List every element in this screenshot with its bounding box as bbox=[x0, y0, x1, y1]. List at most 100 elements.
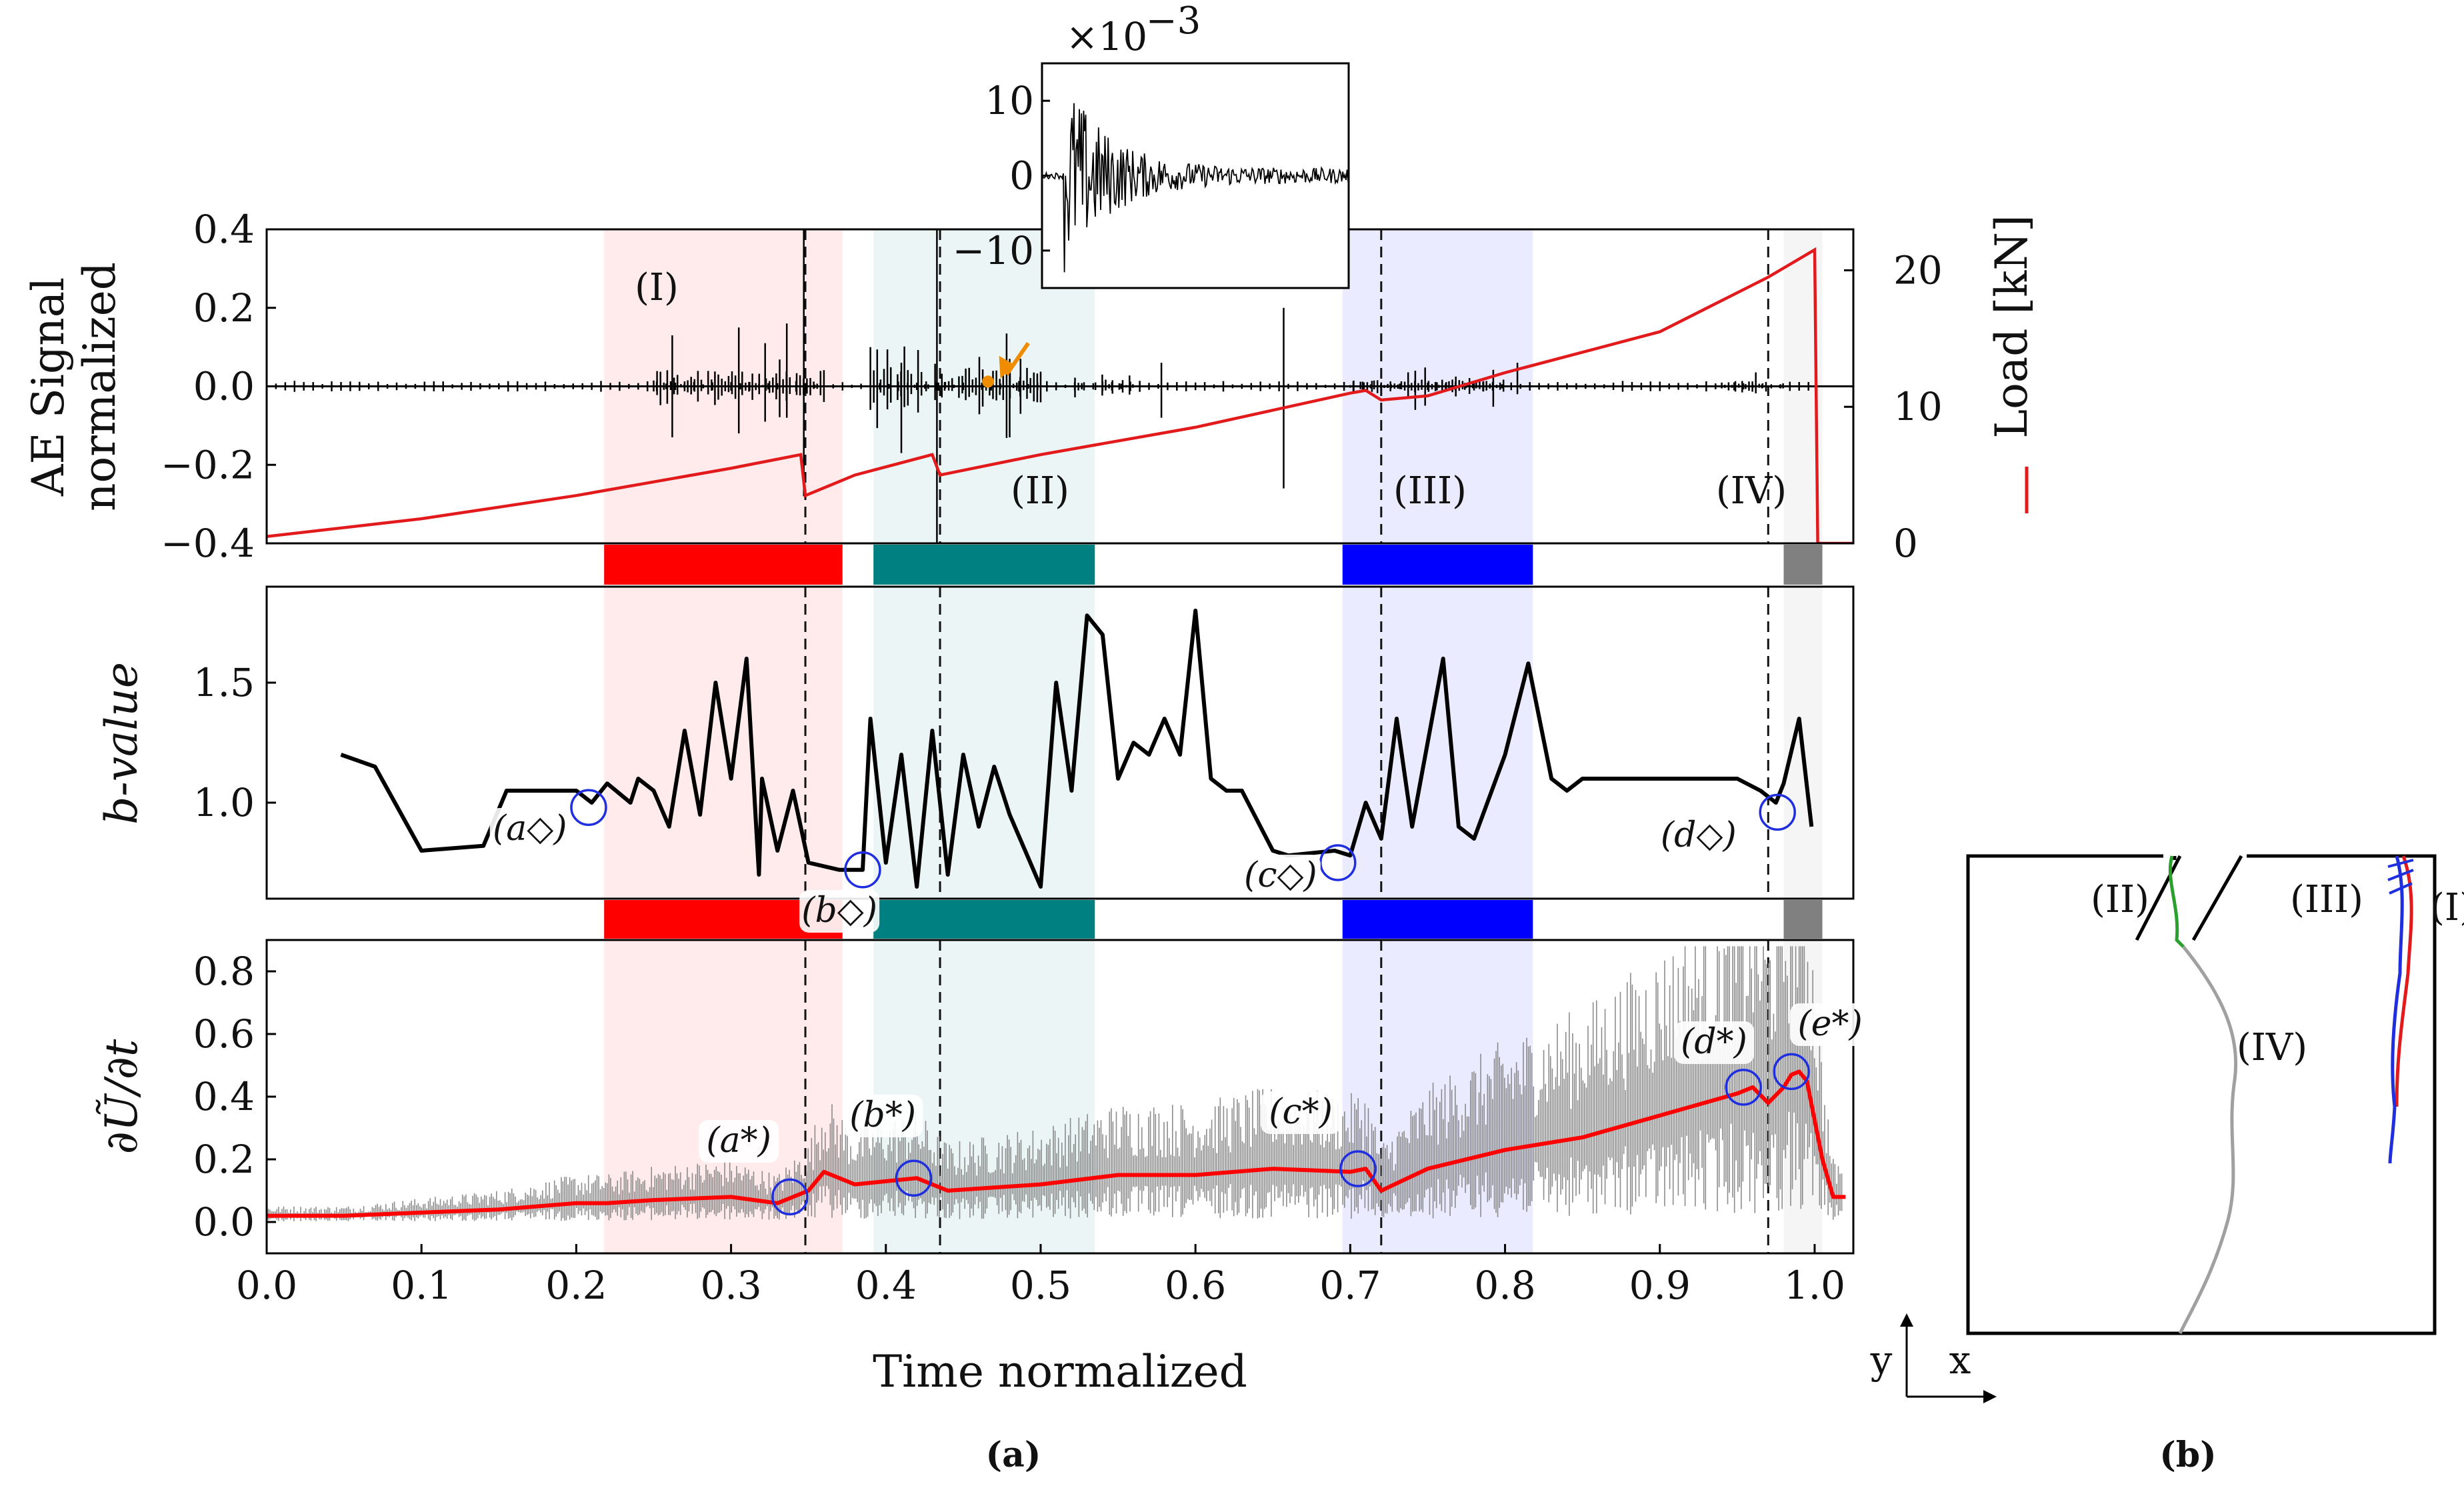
b-circle-1 bbox=[570, 789, 607, 826]
xtick-label-1: 0.1 bbox=[391, 1263, 452, 1308]
ytick-label-load-1: 10 bbox=[1893, 384, 1943, 429]
e-circle-3 bbox=[1339, 1150, 1377, 1187]
ytick-label-a-0: 0.4 bbox=[193, 207, 255, 252]
phase-label-1: (I) bbox=[635, 266, 679, 309]
e-ann-bg-5 bbox=[1790, 1003, 1871, 1046]
b-annotation-3: (c◇) bbox=[1244, 855, 1317, 895]
b-circle-2 bbox=[844, 851, 881, 889]
ytick-label-load-2: 0 bbox=[1893, 521, 1918, 566]
phase-bar-top-4 bbox=[1783, 545, 1823, 585]
phase-bar-mid-2 bbox=[873, 900, 1095, 939]
phase-label-4: (IV) bbox=[1716, 469, 1787, 513]
x-axis-label: Time normalized bbox=[873, 1346, 1247, 1397]
ytick-label-c-2: 0.4 bbox=[193, 1074, 255, 1119]
b-ann-bg-3 bbox=[1240, 855, 1321, 897]
phase-label-3: (III) bbox=[1393, 469, 1467, 513]
ytick-label-a-1: 0.2 bbox=[193, 285, 255, 331]
sketch-axis-y-head bbox=[1900, 1313, 1913, 1327]
e-annotation-1: (a*) bbox=[706, 1121, 771, 1161]
xtick-label-0: 0.0 bbox=[236, 1263, 297, 1308]
crack-iii bbox=[2388, 855, 2404, 1164]
xtick-label-7: 0.7 bbox=[1319, 1263, 1381, 1308]
crack-iii-hatch bbox=[2387, 859, 2414, 895]
inset-ytick-label-2: −10 bbox=[953, 228, 1034, 273]
e-ann-bg-1 bbox=[699, 1120, 779, 1163]
ae-signal-trace bbox=[267, 229, 1853, 543]
ytick-label-load-0: 20 bbox=[1893, 247, 1943, 293]
ae-signal-panel: 0.4 0.2 0.0 −0.2 −0.4 20 10 0 (I) (II) (III) (IV) bbox=[161, 207, 2029, 585]
y-label-bvalue: b-value bbox=[96, 662, 147, 825]
inset-ytick-label-1: 0 bbox=[1009, 153, 1034, 199]
e-circle-2 bbox=[895, 1159, 933, 1197]
sketch-label-iv: (IV) bbox=[2237, 1026, 2307, 1069]
inset-scale-label: ×10 bbox=[1066, 14, 1147, 59]
inset-scale-exponent: −3 bbox=[1146, 0, 1201, 43]
ytick-label-a-4: −0.4 bbox=[161, 521, 255, 566]
xtick-label-10: 1.0 bbox=[1784, 1263, 1845, 1308]
b-annotation-2: (b◇) bbox=[801, 891, 877, 931]
y-label-ae-line1: AE Signal bbox=[23, 277, 74, 497]
sketch-axis-y-label: y bbox=[1870, 1337, 1893, 1383]
crack-ii bbox=[2168, 855, 2185, 948]
inset-trace bbox=[1042, 103, 1349, 273]
crack-iv bbox=[2178, 945, 2238, 1335]
e-annotation-2: (b*) bbox=[849, 1095, 916, 1135]
y-label-energy: ∂Ũ/∂t bbox=[96, 1039, 147, 1154]
energy-raw bbox=[267, 946, 1843, 1221]
xtick-label-6: 0.6 bbox=[1165, 1263, 1226, 1308]
frame-b bbox=[265, 585, 1855, 900]
e-circle-4 bbox=[1725, 1069, 1762, 1106]
load-curve bbox=[267, 247, 1853, 543]
phase-bar-top-3 bbox=[1342, 545, 1533, 585]
b-value-trace bbox=[340, 609, 1814, 889]
sketch-label-ii: (II) bbox=[2091, 878, 2149, 921]
ytick-label-b-1: 1.0 bbox=[193, 780, 255, 825]
energy-trace bbox=[267, 946, 1846, 1221]
notch-line-2 bbox=[2191, 855, 2243, 941]
b-annotation-4: (d◇) bbox=[1661, 815, 1737, 855]
b-value-panel: 1.5 1.0 (a◇) (b◇) (c◇) (d◇) bbox=[193, 585, 1855, 939]
phase-label-2: (II) bbox=[1011, 469, 1069, 513]
xtick-label-8: 0.8 bbox=[1474, 1263, 1535, 1308]
e-ann-bg-3 bbox=[1261, 1091, 1341, 1134]
inset-ytick-label-0: 10 bbox=[985, 78, 1034, 123]
e-ann-bg-2 bbox=[843, 1095, 923, 1137]
y-label-ae-line2: normalized bbox=[74, 262, 125, 511]
sketch-label-iii: (III) bbox=[2290, 878, 2363, 921]
phase-band-2-1 bbox=[873, 587, 1095, 899]
caption-b: (b) bbox=[2159, 1435, 2217, 1475]
xtick-label-4: 0.4 bbox=[855, 1263, 917, 1308]
inset-waveform: 10 0 −10 ×10−3 bbox=[953, 0, 1350, 289]
xtick-label-5: 0.5 bbox=[1010, 1263, 1071, 1308]
e-circle-5 bbox=[1773, 1053, 1810, 1091]
ytick-label-c-4: 0.0 bbox=[193, 1199, 255, 1245]
phase-band-3-1 bbox=[1342, 587, 1533, 899]
ytick-label-b-0: 1.5 bbox=[193, 660, 255, 705]
phase-bar-top-2 bbox=[873, 545, 1095, 585]
e-annotation-3: (c*) bbox=[1269, 1092, 1333, 1132]
xtick-label-3: 0.3 bbox=[700, 1263, 761, 1308]
ytick-label-c-1: 0.6 bbox=[193, 1011, 255, 1057]
crack-i bbox=[2395, 855, 2413, 1107]
b-circle-4 bbox=[1759, 793, 1796, 831]
ytick-label-a-3: −0.2 bbox=[161, 442, 255, 487]
xtick-label-9: 0.9 bbox=[1629, 1263, 1691, 1308]
inset-waveform-line bbox=[1042, 103, 1349, 273]
phase-bar-top-1 bbox=[604, 545, 843, 585]
xtick-label-2: 0.2 bbox=[545, 1263, 607, 1308]
phase-bar-mid-3 bbox=[1342, 900, 1533, 939]
sketch-label-i: (I) bbox=[2430, 886, 2464, 929]
b-ann-bg-2 bbox=[799, 890, 880, 933]
sketch-axis-x-label: x bbox=[1949, 1337, 1971, 1383]
event-arrow-head bbox=[999, 355, 1015, 379]
b-ann-bg-1 bbox=[489, 808, 570, 851]
b-value-line bbox=[340, 609, 1814, 889]
ae-spikes bbox=[267, 229, 1809, 543]
sketch-notch-gap bbox=[2163, 851, 2247, 860]
energy-smoothed bbox=[267, 1069, 1846, 1218]
crack-sketch: (II) (III) (I) (IV) y x bbox=[1870, 851, 2464, 1403]
sketch-axis-x-head bbox=[1983, 1390, 1997, 1403]
event-marker bbox=[982, 375, 995, 388]
e-annotation-5: (e*) bbox=[1797, 1004, 1862, 1044]
